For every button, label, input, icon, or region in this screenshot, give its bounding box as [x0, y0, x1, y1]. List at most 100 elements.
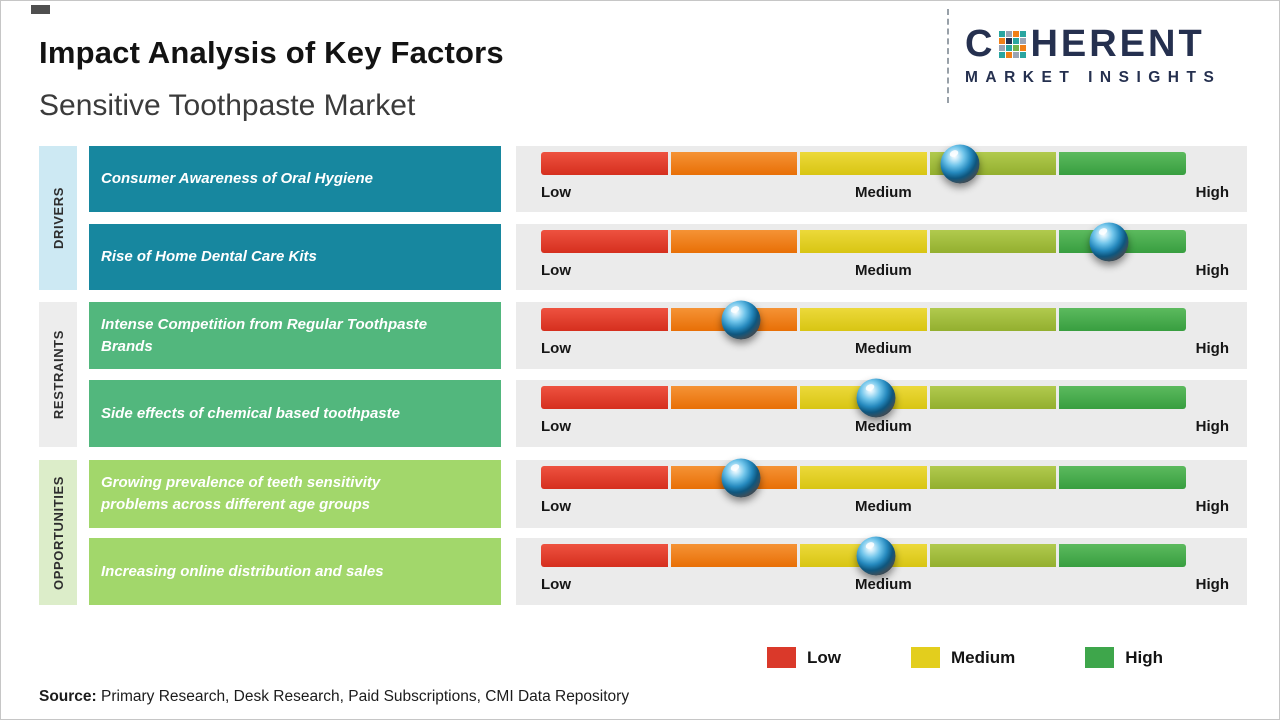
- scale-label-low: Low: [541, 498, 571, 515]
- factor-label-box: Increasing online distribution and sales: [89, 538, 501, 605]
- factor-row: Side effects of chemical based toothpast…: [1, 378, 1279, 447]
- bar-segment-green: [1059, 544, 1186, 567]
- bar-segment-orange: [670, 386, 798, 409]
- scale-labels: Low Medium High: [541, 262, 1229, 279]
- bar-segment-yellowgreen: [929, 544, 1057, 567]
- scale-label-low: Low: [541, 262, 571, 279]
- legend-item-medium: Medium: [911, 647, 1015, 668]
- logo-tagline: MARKET INSIGHTS: [965, 69, 1222, 86]
- scale-label-high: High: [1195, 576, 1229, 593]
- impact-scale-bar: [541, 222, 1186, 261]
- scale-label-high: High: [1195, 340, 1229, 357]
- scale-label-medium: Medium: [855, 184, 912, 201]
- group-rail-restraints: RESTRAINTS: [39, 302, 77, 447]
- source-text: Primary Research, Desk Research, Paid Su…: [101, 688, 630, 705]
- factor-row: Rise of Home Dental Care Kits Low Medium…: [1, 222, 1279, 290]
- impact-scale-bar: [541, 144, 1186, 183]
- bar-segment-green: [1059, 308, 1186, 331]
- bar-segment-orange: [670, 544, 798, 567]
- scale-labels: Low Medium High: [541, 340, 1229, 357]
- scale-labels: Low Medium High: [541, 418, 1229, 435]
- factor-row: Increasing online distribution and sales…: [1, 536, 1279, 605]
- factor-label-box: Intense Competition from Regular Toothpa…: [89, 302, 501, 369]
- impact-marker: [856, 536, 896, 575]
- impact-marker: [721, 300, 761, 339]
- bar-segment-yellowgreen: [929, 308, 1057, 331]
- logo-wordmark: C HERENT: [965, 25, 1221, 63]
- scale-labels: Low Medium High: [541, 576, 1229, 593]
- factor-label-box: Rise of Home Dental Care Kits: [89, 224, 501, 290]
- factor-label: Intense Competition from Regular Toothpa…: [101, 315, 428, 355]
- bar-segment-yellow: [800, 466, 927, 489]
- factor-label: Increasing online distribution and sales: [101, 562, 384, 580]
- impact-scale-bar: [541, 458, 1186, 497]
- impact-marker: [856, 378, 896, 417]
- bar-segment-yellow: [800, 308, 927, 331]
- impact-marker: [1089, 222, 1129, 261]
- group-rail-opportunities: OPPORTUNITIES: [39, 460, 77, 605]
- impact-bar-panel: Low Medium High: [516, 458, 1247, 528]
- scale-label-medium: Medium: [855, 418, 912, 435]
- impact-scale-bar: [541, 300, 1186, 339]
- bar-segment-yellow: [800, 230, 927, 253]
- scale-label-low: Low: [541, 340, 571, 357]
- scale-label-medium: Medium: [855, 262, 912, 279]
- impact-bar-panel: Low Medium High: [516, 378, 1247, 447]
- legend-label-medium: Medium: [951, 647, 1016, 667]
- bar-segment-yellowgreen: [929, 386, 1057, 409]
- page-title: Impact Analysis of Key Factors: [39, 35, 504, 70]
- bar-segment-green: [1059, 466, 1186, 489]
- factor-label: Rise of Home Dental Care Kits: [101, 248, 317, 266]
- legend-swatch-high: [1085, 647, 1115, 668]
- factor-label: Consumer Awareness of Oral Hygiene: [101, 170, 374, 188]
- scale-label-high: High: [1195, 498, 1229, 515]
- source-line: Source: Primary Research, Desk Research,…: [39, 688, 629, 706]
- page-subtitle: Sensitive Toothpaste Market: [39, 89, 416, 122]
- bar-segment-orange: [670, 230, 798, 253]
- scale-label-medium: Medium: [855, 498, 912, 515]
- slide-corner-mark: [31, 5, 50, 14]
- logo-mosaic-o-icon: [999, 30, 1027, 58]
- impact-bar-panel: Low Medium High: [516, 144, 1247, 212]
- impact-scale-bar: [541, 378, 1186, 417]
- bar-segment-yellow: [800, 152, 927, 175]
- bar-segment-red: [541, 308, 668, 331]
- scale-label-medium: Medium: [855, 340, 912, 357]
- factor-label: Side effects of chemical based toothpast…: [101, 404, 400, 422]
- legend: Low Medium High: [767, 647, 1163, 668]
- bar-segment-orange: [670, 152, 798, 175]
- scale-label-high: High: [1195, 262, 1229, 279]
- group-rail-drivers: DRIVERS: [39, 146, 77, 290]
- factor-label-box: Consumer Awareness of Oral Hygiene: [89, 146, 501, 212]
- legend-label-high: High: [1125, 647, 1164, 667]
- legend-item-low: Low: [767, 647, 841, 668]
- bar-segment-yellowgreen: [929, 230, 1057, 253]
- scale-label-medium: Medium: [855, 576, 912, 593]
- impact-bar-panel: Low Medium High: [516, 300, 1247, 369]
- scale-labels: Low Medium High: [541, 498, 1229, 515]
- bar-segment-red: [541, 386, 668, 409]
- impact-scale-bar: [541, 536, 1186, 575]
- legend-label-low: Low: [807, 647, 841, 667]
- factor-label-box: Side effects of chemical based toothpast…: [89, 380, 501, 447]
- bar-segment-red: [541, 544, 668, 567]
- scale-label-high: High: [1195, 418, 1229, 435]
- logo-letter-c: C: [965, 23, 996, 65]
- impact-bar-panel: Low Medium High: [516, 222, 1247, 290]
- bar-segment-red: [541, 152, 668, 175]
- logo-letters-herent: HERENT: [1030, 23, 1205, 65]
- factor-label: Growing prevalence of teeth sensitivity …: [101, 474, 381, 513]
- coherent-market-insights-logo: C HERENT MARKET INSIGHTS: [947, 9, 1221, 103]
- legend-swatch-low: [767, 647, 796, 668]
- bar-segment-red: [541, 466, 668, 489]
- source-label: Source:: [39, 688, 97, 705]
- impact-bar-panel: Low Medium High: [516, 536, 1247, 605]
- impact-marker: [721, 458, 761, 497]
- factor-row: Growing prevalence of teeth sensitivity …: [1, 458, 1279, 528]
- factor-label-box: Growing prevalence of teeth sensitivity …: [89, 460, 501, 528]
- factor-row: Consumer Awareness of Oral Hygiene Low M…: [1, 144, 1279, 212]
- bar-segment-yellowgreen: [929, 466, 1057, 489]
- bar-segment-green: [1059, 152, 1186, 175]
- legend-swatch-medium: [911, 647, 940, 668]
